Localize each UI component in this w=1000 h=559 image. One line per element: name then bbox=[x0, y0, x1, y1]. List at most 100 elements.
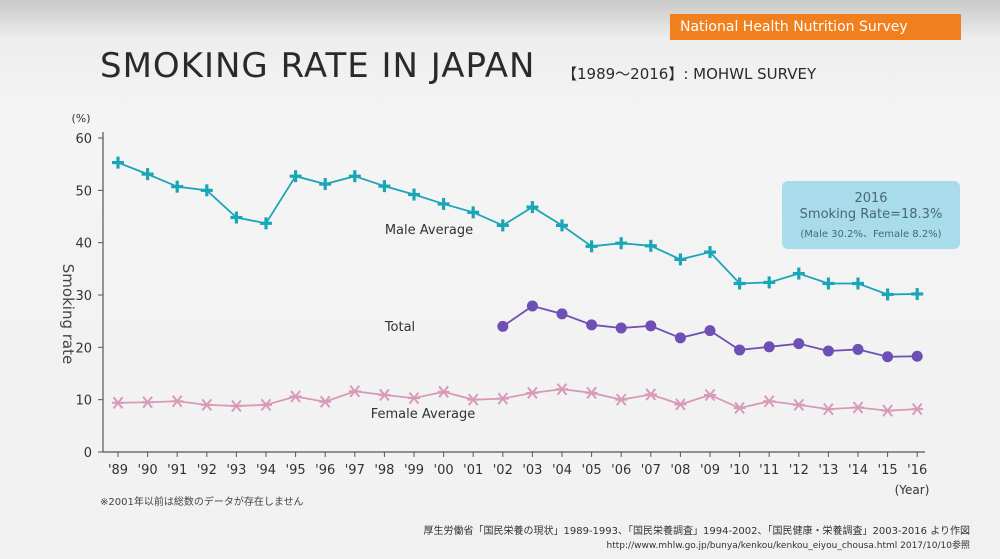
female-average-point bbox=[112, 396, 124, 409]
x-tick-label: '11 bbox=[759, 463, 779, 478]
x-tick-label: '12 bbox=[789, 463, 809, 478]
male-average-point bbox=[585, 240, 598, 253]
page-title: SMOKING RATE IN JAPAN bbox=[100, 46, 536, 86]
x-tick-label: '97 bbox=[345, 463, 365, 478]
female-average-point bbox=[171, 395, 184, 408]
x-tick-label: '91 bbox=[167, 463, 187, 478]
y-tick-label: 50 bbox=[75, 184, 92, 199]
male-average-label: Male Average bbox=[385, 223, 473, 238]
female-average-point bbox=[141, 396, 154, 409]
male-average-point bbox=[556, 219, 568, 232]
total-point bbox=[497, 320, 509, 332]
x-tick-label: '95 bbox=[286, 463, 306, 478]
female-average-point bbox=[911, 402, 924, 416]
x-axis-title: (Year) bbox=[895, 483, 930, 497]
female-average-label: Female Average bbox=[371, 407, 476, 422]
female-average-point bbox=[674, 398, 687, 411]
y-tick-label: 30 bbox=[75, 289, 92, 304]
x-tick-label: '93 bbox=[226, 463, 246, 478]
female-average-point bbox=[881, 404, 894, 417]
male-average-line bbox=[117, 161, 918, 296]
callout-year: 2016 bbox=[854, 191, 888, 206]
survey-badge: National Health Nutrition Survey bbox=[670, 14, 961, 40]
total-point bbox=[704, 325, 716, 337]
total-point bbox=[882, 351, 894, 363]
callout-detail: (Male 30.2%、Female 8.2%) bbox=[800, 229, 942, 240]
male-average-point bbox=[526, 201, 539, 214]
female-average-point bbox=[644, 388, 657, 401]
female-average-point bbox=[556, 383, 568, 396]
female-average-point bbox=[615, 393, 628, 406]
male-average-point bbox=[408, 188, 420, 201]
female-average-point bbox=[230, 399, 243, 413]
total-point bbox=[586, 319, 598, 331]
male-average-point bbox=[200, 184, 213, 197]
x-tick-label: '94 bbox=[256, 463, 276, 478]
x-tick-label: '05 bbox=[582, 463, 602, 478]
total-point bbox=[852, 343, 864, 355]
female-average-point bbox=[260, 398, 272, 412]
total-point bbox=[734, 344, 746, 356]
male-average-point bbox=[881, 288, 894, 301]
total-point bbox=[645, 320, 657, 332]
male-average-point bbox=[615, 237, 628, 250]
female-average-point bbox=[319, 395, 332, 408]
x-tick-label: '96 bbox=[315, 463, 335, 478]
footnote: ※2001年以前は総数のデータが存在しません bbox=[100, 497, 304, 508]
male-average-point bbox=[674, 253, 687, 266]
female-average-point bbox=[763, 395, 776, 408]
source-url: http://www.mhlw.go.jp/bunya/kenkou/kenko… bbox=[606, 541, 970, 551]
total-point bbox=[615, 322, 627, 334]
male-average-point bbox=[289, 170, 302, 183]
y-tick-label: 60 bbox=[75, 132, 92, 147]
male-average-point bbox=[852, 277, 864, 290]
y-tick-label: 40 bbox=[75, 237, 92, 252]
y-axis-title: Smoking rate bbox=[59, 264, 77, 364]
female-average-point bbox=[733, 401, 746, 415]
male-average-point bbox=[763, 276, 776, 289]
male-average-point bbox=[230, 211, 243, 224]
x-tick-label: '13 bbox=[818, 463, 838, 478]
x-tick-label: '98 bbox=[374, 463, 394, 478]
x-tick-label: '01 bbox=[463, 463, 483, 478]
male-average-point bbox=[644, 239, 657, 252]
male-average-point bbox=[378, 180, 391, 193]
female-average-point bbox=[408, 391, 420, 405]
callout-rate: Smoking Rate=18.3% bbox=[799, 207, 943, 222]
female-average-point bbox=[792, 398, 805, 412]
x-tick-label: '90 bbox=[138, 463, 158, 478]
x-tick-label: '99 bbox=[404, 463, 424, 478]
female-average-point bbox=[704, 388, 716, 402]
male-average-point bbox=[792, 267, 805, 280]
female-average-point bbox=[585, 386, 598, 399]
female-average-point bbox=[378, 388, 391, 402]
female-average-line bbox=[117, 388, 918, 412]
y-tick-label: 10 bbox=[75, 394, 92, 409]
x-tick-label: '04 bbox=[552, 463, 572, 478]
male-average-point bbox=[467, 206, 480, 219]
male-average-point bbox=[822, 277, 835, 290]
male-average-point bbox=[496, 219, 509, 232]
male-average-point bbox=[141, 168, 154, 181]
female-average-point bbox=[822, 402, 835, 416]
female-average-point bbox=[437, 385, 450, 398]
male-average-point bbox=[704, 246, 716, 259]
x-tick-label: '10 bbox=[730, 463, 750, 478]
y-tick-label: 20 bbox=[75, 341, 92, 356]
total-point bbox=[793, 338, 805, 350]
page-subtitle: 【1989〜2016】: MOHWL SURVEY bbox=[562, 65, 817, 83]
male-average-point bbox=[437, 197, 450, 210]
x-tick-label: '92 bbox=[197, 463, 217, 478]
male-average-point bbox=[348, 170, 361, 183]
male-average-point bbox=[911, 287, 924, 300]
male-average-point bbox=[733, 277, 746, 290]
source-citation: 厚生労働省「国民栄養の現状」1989-1993、「国民栄養調査」1994-200… bbox=[423, 526, 971, 537]
total-point bbox=[763, 341, 775, 353]
male-average-point bbox=[171, 180, 184, 193]
y-unit-label: (%) bbox=[71, 112, 90, 125]
x-tick-label: '00 bbox=[434, 463, 454, 478]
x-tick-label: '14 bbox=[848, 463, 868, 478]
summary-callout: 2016 Smoking Rate=18.3% (Male 30.2%、Fema… bbox=[782, 181, 960, 249]
female-average-point bbox=[496, 392, 509, 405]
